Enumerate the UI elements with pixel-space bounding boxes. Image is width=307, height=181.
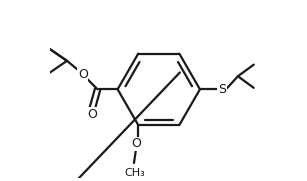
- Text: S: S: [218, 83, 226, 96]
- Text: O: O: [87, 108, 97, 121]
- Text: O: O: [131, 137, 141, 150]
- Text: CH₃: CH₃: [125, 168, 146, 178]
- Text: O: O: [78, 68, 88, 81]
